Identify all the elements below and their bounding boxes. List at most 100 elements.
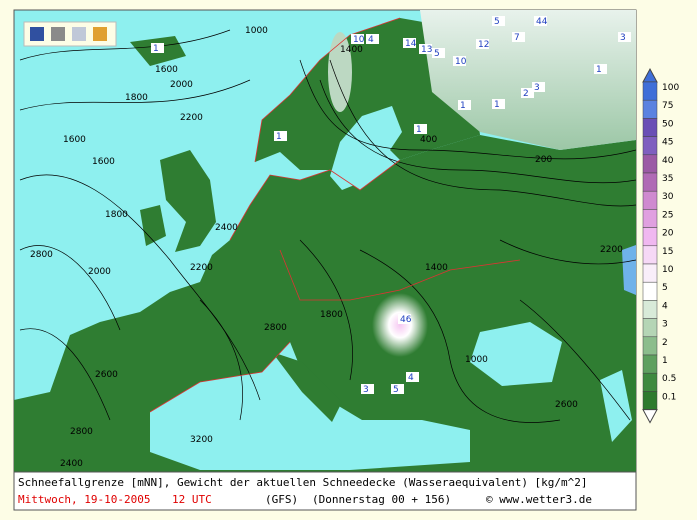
- colorbar-swatch: [642, 118, 658, 137]
- snow-label-bg: [458, 100, 471, 110]
- colorbar-swatch: [642, 391, 658, 410]
- snow-label-bg: [492, 99, 505, 109]
- contour-label: 2200: [600, 245, 623, 255]
- colorbar-swatch: [642, 336, 658, 356]
- contour-label: 1600: [63, 135, 86, 145]
- colorbar-label: 45: [662, 138, 673, 148]
- snow-label-bg: [532, 82, 545, 92]
- colorbar-label: 75: [662, 101, 673, 111]
- colorbar-swatch: [642, 81, 658, 101]
- colorbar-label: 0.1: [662, 392, 676, 402]
- water: [150, 106, 636, 470]
- snow-label-bg: [403, 38, 416, 48]
- snow-label-bg: [361, 384, 374, 394]
- print-icon[interactable]: [51, 27, 65, 41]
- snow-label: 44: [536, 17, 548, 27]
- colorbar-swatch: [642, 190, 658, 210]
- snow-label-bg: [618, 32, 631, 42]
- colorbar-label: 35: [662, 174, 673, 184]
- snow-label: 1: [153, 44, 159, 54]
- contour-label: 1400: [425, 263, 448, 273]
- colorbar-swatch: [642, 136, 658, 156]
- contour-label: 400: [420, 135, 437, 145]
- contour-label: 1800: [125, 93, 148, 103]
- colorbar-label: 3: [662, 320, 668, 330]
- snow-label: 7: [514, 33, 520, 43]
- snow-cover: [420, 10, 636, 150]
- caption-model: (GFS): [265, 493, 298, 506]
- snow-label-bg: [476, 39, 489, 49]
- colorbar-label: 4: [662, 301, 668, 311]
- contour-label: 1000: [465, 355, 488, 365]
- colorbar-label: 20: [662, 229, 674, 239]
- colorbar-swatch: [642, 281, 658, 301]
- contour-label: 2600: [95, 370, 118, 380]
- contour-label: 1800: [320, 310, 343, 320]
- snow-label: 46: [400, 315, 412, 325]
- snow-label-bg: [453, 56, 466, 66]
- mail-icon[interactable]: [72, 27, 86, 41]
- snow-label-bg: [414, 124, 427, 134]
- colorbar-label: 15: [662, 247, 673, 257]
- contour-label: 2400: [215, 223, 238, 233]
- snow-label: 3: [620, 33, 626, 43]
- snow-label: 1: [460, 101, 466, 111]
- contour-label: 2000: [88, 267, 111, 277]
- snow-label: 5: [393, 385, 399, 395]
- colorbar-label: 0.5: [662, 374, 676, 384]
- caption-date: Mittwoch, 19-10-2005: [18, 493, 150, 506]
- contour-label: 2800: [264, 323, 287, 333]
- colorbar-label: 2: [662, 338, 668, 348]
- snow-label-bg: [512, 32, 525, 42]
- colorbar-swatch: [642, 372, 658, 392]
- land: [272, 352, 342, 422]
- snow-label: 5: [494, 17, 500, 27]
- colorbar-cap: [642, 67, 658, 83]
- save-icon[interactable]: [30, 27, 44, 41]
- snow-label-bg: [534, 16, 547, 26]
- caption-copyright: © www.wetter3.de: [486, 493, 592, 506]
- snow-label-bg: [351, 34, 364, 44]
- contour-label: 1600: [92, 157, 115, 167]
- contour-label: 2000: [170, 80, 193, 90]
- snow-label-bg: [432, 48, 445, 58]
- snow-label: 1: [596, 65, 602, 75]
- colorbar-swatch: [642, 300, 658, 319]
- contour-label: 2200: [180, 113, 203, 123]
- snow-cover: [372, 293, 428, 357]
- caption-title: Schneefallgrenze [mNN], Gewicht der aktu…: [18, 476, 588, 489]
- colorbar-swatch: [642, 172, 658, 192]
- snow-label: 4: [368, 35, 374, 45]
- snow-label: 10: [455, 57, 467, 67]
- colorbar-swatch: [642, 245, 658, 265]
- contour-label: 2200: [190, 263, 213, 273]
- snow-label-bg: [492, 16, 505, 26]
- snow-label-bg: [521, 88, 534, 98]
- snow-label: 4: [408, 373, 414, 383]
- colorbar-swatch: [642, 209, 658, 228]
- contour-label: 2800: [30, 250, 53, 260]
- contour-label: 2600: [555, 400, 578, 410]
- contour-label: 1600: [155, 65, 178, 75]
- colorbar-swatch: [642, 227, 658, 247]
- colorbar-label: 5: [662, 283, 668, 293]
- snow-label-bg: [594, 64, 607, 74]
- colorbar-label: 10: [662, 265, 674, 275]
- snow-label: 14: [405, 39, 417, 49]
- snow-label: 1: [494, 100, 500, 110]
- colorbar-label: 25: [662, 210, 673, 220]
- snow-cover: [328, 32, 352, 112]
- caption-time: 12 UTC: [172, 493, 212, 506]
- snow-label: 1: [276, 132, 282, 142]
- snow-label: 1: [416, 125, 422, 135]
- colorbar-swatch: [642, 263, 658, 283]
- snow-label-bg: [391, 384, 404, 394]
- lock-icon[interactable]: [93, 27, 107, 41]
- snow-label-bg: [366, 34, 379, 44]
- contour-label: 3200: [190, 435, 213, 445]
- contour-label: 1800: [105, 210, 128, 220]
- colorbar-swatch: [642, 318, 658, 338]
- snow-label-bg: [406, 372, 419, 382]
- colorbar-swatch: [642, 154, 658, 174]
